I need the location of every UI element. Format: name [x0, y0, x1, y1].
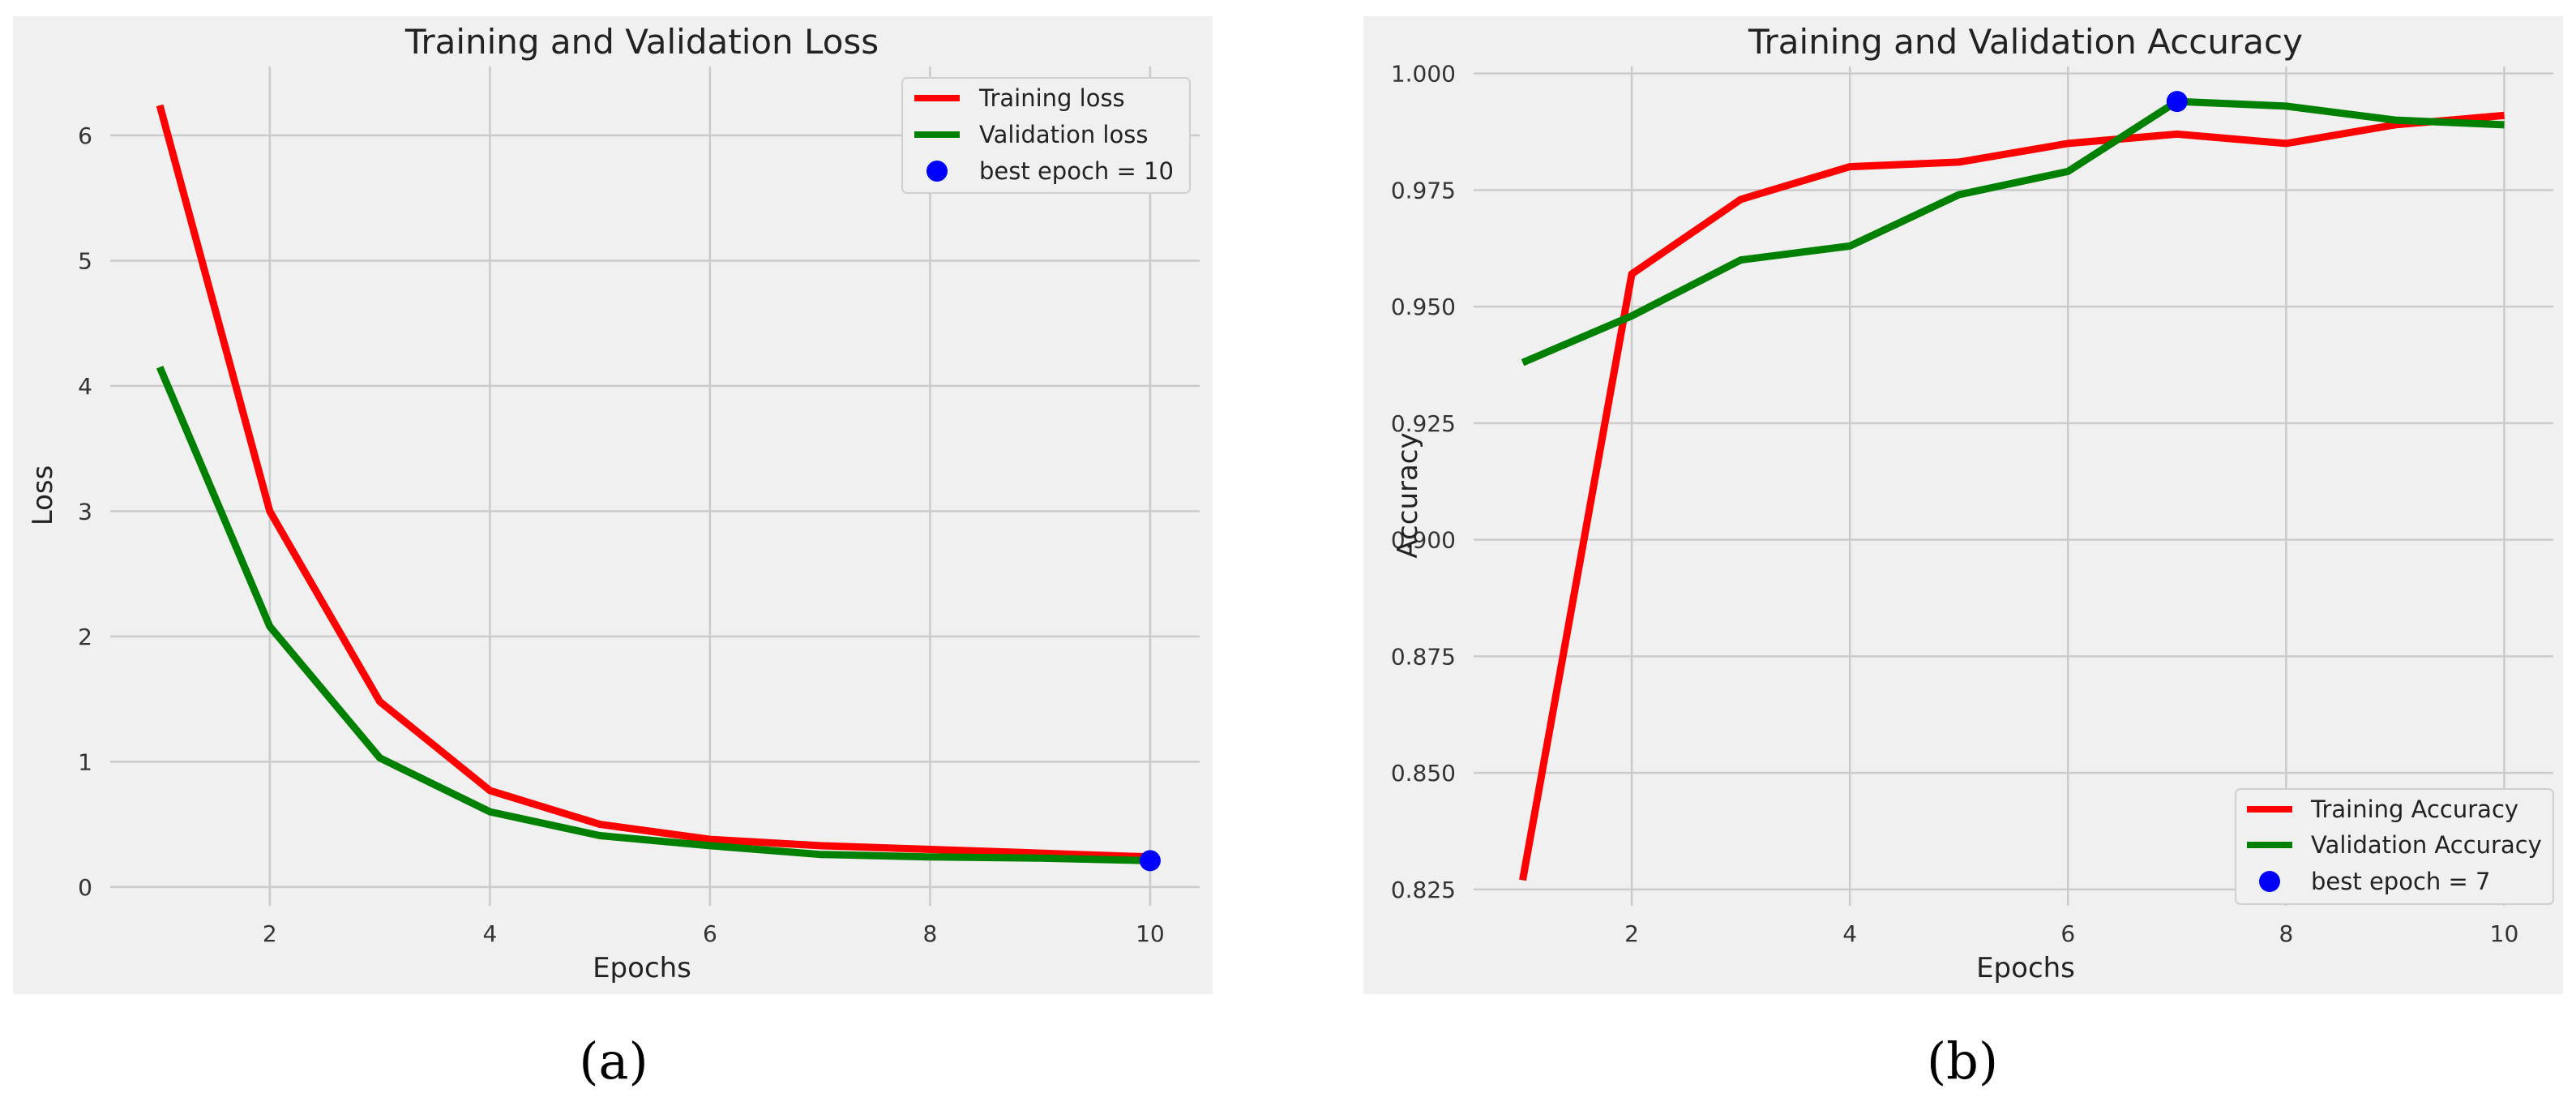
loss-chart-title: Training and Validation Loss [404, 22, 879, 62]
loss-chart-grid [110, 66, 1200, 906]
accuracy-chart-x-tick-label: 10 [2490, 920, 2519, 947]
accuracy-chart-y-axis-label: Accuracy [1392, 432, 1424, 558]
accuracy-chart-title: Training and Validation Accuracy [1748, 22, 2303, 62]
legend-swatch-best-epoch [926, 161, 948, 182]
accuracy-chart-lines [1519, 91, 2505, 881]
series-line-training-accuracy [1519, 111, 2505, 881]
accuracy-chart-y-tick-label: 0.975 [1391, 177, 1456, 204]
accuracy-chart-y-tick-label: 0.900 [1391, 527, 1456, 554]
accuracy-chart-y-tick-label: 0.875 [1391, 643, 1456, 670]
accuracy-chart-x-tick-label: 8 [2279, 920, 2293, 947]
loss-chart-y-axis-label: Loss [27, 465, 59, 526]
accuracy-chart-x-axis-label: Epochs [1976, 952, 2075, 984]
loss-chart-y-tick-label: 4 [78, 373, 92, 400]
accuracy-chart-y-tick-label: 0.825 [1391, 877, 1456, 903]
loss-chart: 2 4 6 8 10 0 1 2 3 4 5 6 Training and Validation Lo… [13, 16, 1213, 994]
loss-chart-ticks: 2 4 6 8 10 0 1 2 3 4 5 6 [78, 122, 1165, 947]
loss-chart-legend-box [901, 77, 1191, 194]
accuracy-chart-legend: Training Accuracy Validation Accuracy be… [2235, 788, 2554, 905]
accuracy-chart-y-tick-label: 1.000 [1391, 61, 1456, 88]
accuracy-chart-x-tick-label: 2 [1624, 920, 1639, 947]
loss-chart-y-tick-label: 5 [78, 247, 92, 274]
accuracy-chart-legend-box [2235, 788, 2554, 905]
legend-label-best-epoch: best epoch = 7 [2311, 868, 2490, 895]
loss-chart-y-tick-label: 1 [78, 748, 92, 775]
legend-label-validation-accuracy: Validation Accuracy [2311, 831, 2542, 859]
legend-label-validation-loss: Validation loss [979, 121, 1148, 148]
legend-swatch-best-epoch [2259, 871, 2280, 892]
accuracy-chart-ticks: 2 4 6 8 10 0.825 0.850 0.875 0.900 0.925 0.950 0.97… [1391, 61, 2518, 947]
accuracy-chart-best-epoch-marker [2166, 91, 2188, 113]
loss-chart-y-tick-label: 6 [78, 122, 92, 149]
loss-chart-x-tick-label: 2 [263, 920, 277, 947]
panel-label-a: (a) [579, 1031, 648, 1091]
loss-chart-x-tick-label: 4 [482, 920, 497, 947]
accuracy-chart-y-tick-label: 0.950 [1391, 294, 1456, 320]
accuracy-chart: 2 4 6 8 10 0.825 0.850 0.875 0.900 0.925 0.950 0.97… [1363, 16, 2563, 994]
loss-chart-x-tick-label: 6 [703, 920, 717, 947]
accuracy-chart-y-tick-label: 0.850 [1391, 760, 1456, 787]
loss-chart-x-tick-label: 8 [922, 920, 937, 947]
loss-chart-best-epoch-marker [1139, 850, 1161, 872]
accuracy-chart-x-tick-label: 4 [1842, 920, 1857, 947]
loss-chart-lines [156, 104, 1161, 872]
legend-label-training-accuracy: Training Accuracy [2310, 795, 2518, 823]
legend-label-training-loss: Training loss [978, 84, 1125, 112]
legend-label-best-epoch: best epoch = 10 [979, 157, 1174, 185]
loss-chart-legend: Training loss Validation loss best epoch… [901, 77, 1191, 194]
panel-label-b: (b) [1927, 1031, 1998, 1091]
loss-chart-y-tick-label: 0 [78, 874, 92, 901]
accuracy-chart-x-tick-label: 6 [2060, 920, 2075, 947]
series-line-validation-accuracy [1521, 97, 2505, 367]
loss-chart-y-tick-label: 3 [78, 498, 92, 525]
loss-chart-x-tick-label: 10 [1136, 920, 1165, 947]
series-line-training-loss [156, 104, 1151, 861]
loss-chart-y-tick-label: 2 [78, 624, 92, 650]
accuracy-chart-grid [1474, 66, 2553, 906]
series-line-validation-loss [156, 365, 1151, 864]
accuracy-chart-y-tick-label: 0.925 [1391, 410, 1456, 437]
loss-chart-x-axis-label: Epochs [593, 952, 691, 984]
